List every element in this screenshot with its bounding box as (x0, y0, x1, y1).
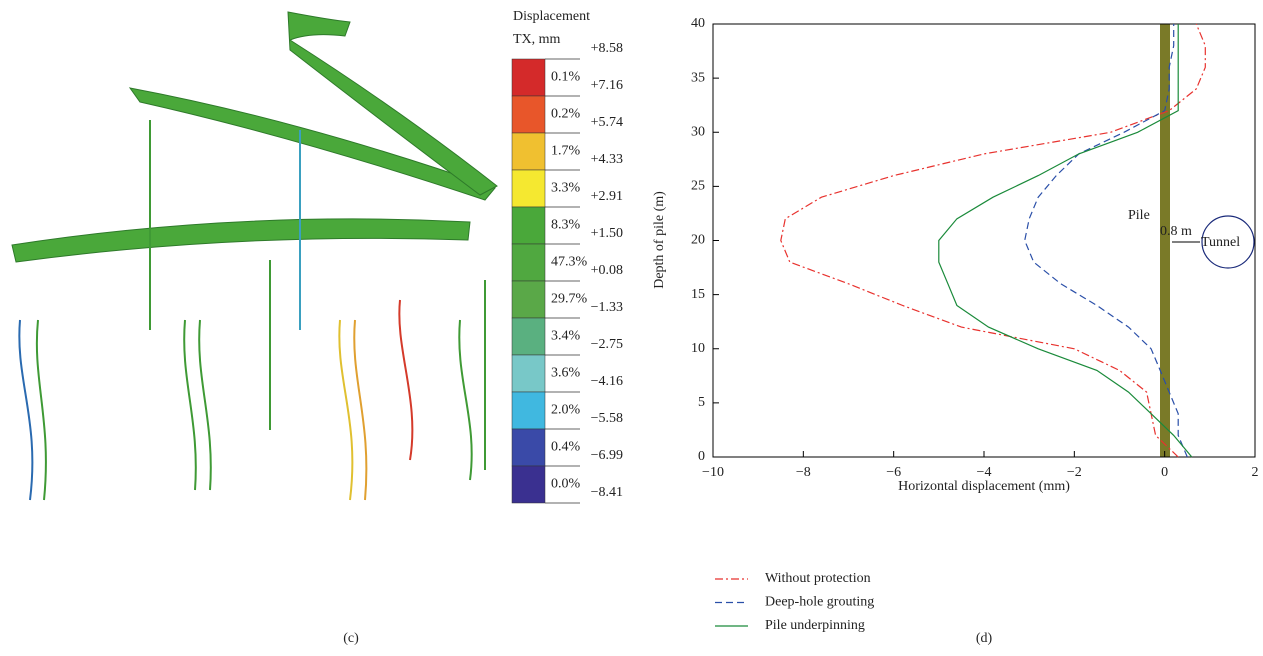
annotation: Pile (1128, 208, 1150, 223)
color-band (512, 429, 545, 466)
color-band (512, 207, 545, 244)
bound-label: −1.33 (591, 300, 623, 315)
band-label: 3.6% (551, 366, 581, 381)
y-tick-label: 40 (691, 16, 705, 31)
pile (199, 320, 211, 490)
pile (19, 320, 32, 500)
band-label: 0.2% (551, 107, 581, 122)
color-band (512, 244, 545, 281)
figure: Pile 0.8 m Tunnel (c) (d) Displacement T… (0, 0, 1263, 656)
pile (354, 320, 366, 500)
x-axis-label: Horizontal displacement (mm) (898, 479, 1070, 494)
band-label: 29.7% (551, 292, 588, 307)
pile (459, 320, 471, 480)
band-label: 8.3% (551, 218, 581, 233)
page: Pile 0.8 m Tunnel (c) (d) Displacement T… (0, 0, 1263, 656)
pile (399, 300, 412, 460)
y-tick-label: 35 (691, 70, 705, 85)
y-tick-label: 0 (698, 449, 705, 464)
x-tick-label: 2 (1252, 465, 1259, 480)
pile (37, 320, 46, 500)
color-band (512, 96, 545, 133)
bound-label: −4.16 (591, 374, 623, 389)
legend-label: Without protection (765, 571, 871, 586)
pile (339, 320, 352, 500)
bound-label: +7.16 (591, 78, 623, 93)
pile (184, 320, 196, 490)
series-line (939, 24, 1192, 457)
color-band (512, 466, 545, 503)
x-tick-label: −10 (702, 465, 724, 480)
caption: (d) (976, 631, 993, 646)
bound-label: −2.75 (591, 337, 623, 352)
bound-label: +8.58 (591, 41, 623, 56)
pile-bar (1160, 24, 1170, 457)
color-band (512, 59, 545, 96)
plot-frame (713, 24, 1255, 457)
caption: (c) (343, 631, 359, 646)
bound-label: +1.50 (591, 226, 623, 241)
color-band (512, 392, 545, 429)
slab (12, 219, 470, 262)
annotation: Tunnel (1201, 235, 1240, 250)
x-tick-label: −2 (1067, 465, 1082, 480)
legend-label: Deep-hole grouting (765, 595, 874, 610)
bound-label: +2.91 (591, 189, 623, 204)
band-label: 0.0% (551, 477, 581, 492)
legend-title: TX, mm (513, 32, 561, 47)
annotation: 0.8 m (1160, 224, 1192, 239)
color-band (512, 318, 545, 355)
bound-label: +0.08 (591, 263, 623, 278)
band-label: 3.4% (551, 329, 581, 344)
color-band (512, 170, 545, 207)
series-line (781, 24, 1206, 457)
band-label: 0.1% (551, 70, 581, 85)
band-label: 47.3% (551, 255, 588, 270)
band-label: 0.4% (551, 440, 581, 455)
x-tick-label: −4 (977, 465, 992, 480)
color-band (512, 281, 545, 318)
bound-label: +4.33 (591, 152, 623, 167)
y-tick-label: 20 (691, 233, 705, 248)
bound-label: −5.58 (591, 411, 623, 426)
y-tick-label: 10 (691, 341, 705, 356)
band-label: 1.7% (551, 144, 581, 159)
y-axis-label: Depth of pile (m) (652, 191, 667, 289)
bound-label: −6.99 (591, 448, 623, 463)
legend-label: Pile underpinning (765, 618, 865, 633)
x-tick-label: −6 (886, 465, 901, 480)
band-label: 2.0% (551, 403, 581, 418)
y-tick-label: 5 (698, 395, 705, 410)
x-tick-label: −8 (796, 465, 811, 480)
y-tick-label: 25 (691, 179, 705, 194)
x-tick-label: 0 (1161, 465, 1168, 480)
fe-model (12, 12, 497, 500)
y-tick-label: 15 (691, 287, 705, 302)
bound-label: +5.74 (591, 115, 623, 130)
legend-title: Displacement (513, 9, 590, 24)
color-band (512, 133, 545, 170)
color-band (512, 355, 545, 392)
y-tick-label: 30 (691, 124, 705, 139)
band-label: 3.3% (551, 181, 581, 196)
bound-label: −8.41 (591, 485, 623, 500)
